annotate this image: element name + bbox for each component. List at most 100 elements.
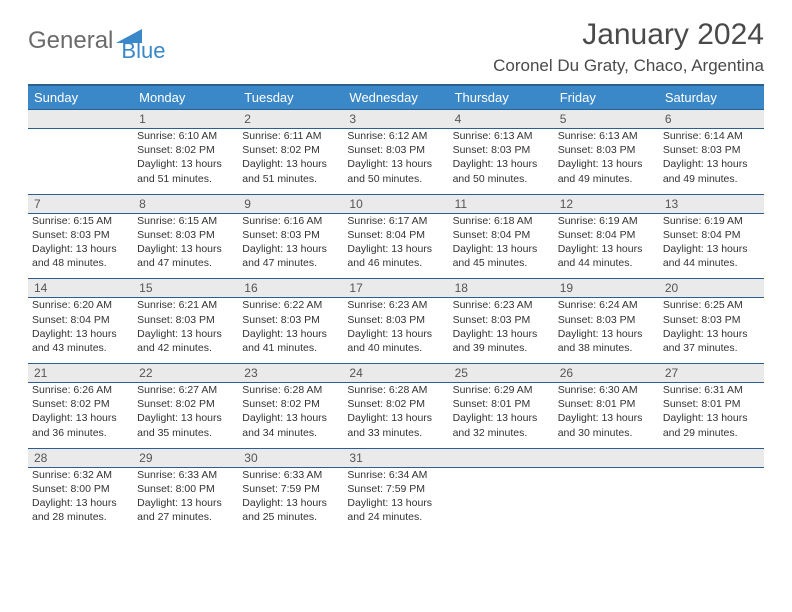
sunset-text: Sunset: 8:02 PM: [242, 143, 339, 157]
daylight-text: Daylight: 13 hours and 48 minutes.: [32, 242, 129, 270]
sunset-text: Sunset: 8:02 PM: [137, 143, 234, 157]
day-number-cell: [554, 448, 659, 467]
logo-word-1: General: [28, 27, 113, 55]
day-info-cell: Sunrise: 6:27 AMSunset: 8:02 PMDaylight:…: [133, 383, 238, 449]
sunset-text: Sunset: 8:03 PM: [558, 313, 655, 327]
sunrise-text: Sunrise: 6:22 AM: [242, 298, 339, 312]
day-info-cell: Sunrise: 6:13 AMSunset: 8:03 PMDaylight:…: [449, 129, 554, 195]
sunset-text: Sunset: 8:03 PM: [347, 143, 444, 157]
day-number-cell: 16: [238, 279, 343, 298]
day-number-cell: 22: [133, 364, 238, 383]
sunrise-text: Sunrise: 6:28 AM: [347, 383, 444, 397]
day-info-row: Sunrise: 6:20 AMSunset: 8:04 PMDaylight:…: [28, 298, 764, 364]
sunset-text: Sunset: 8:03 PM: [137, 228, 234, 242]
day-info-cell: Sunrise: 6:18 AMSunset: 8:04 PMDaylight:…: [449, 213, 554, 279]
day-number-cell: 21: [28, 364, 133, 383]
sunrise-text: Sunrise: 6:21 AM: [137, 298, 234, 312]
day-info-row: Sunrise: 6:10 AMSunset: 8:02 PMDaylight:…: [28, 129, 764, 195]
sunrise-text: Sunrise: 6:23 AM: [453, 298, 550, 312]
day-number-cell: 23: [238, 364, 343, 383]
day-number-cell: [449, 448, 554, 467]
sunrise-text: Sunrise: 6:13 AM: [558, 129, 655, 143]
daylight-text: Daylight: 13 hours and 29 minutes.: [663, 411, 760, 439]
weekday-header: Friday: [554, 85, 659, 110]
sunrise-text: Sunrise: 6:17 AM: [347, 214, 444, 228]
day-number-cell: 27: [659, 364, 764, 383]
calendar-header-row: SundayMondayTuesdayWednesdayThursdayFrid…: [28, 85, 764, 110]
weekday-header: Sunday: [28, 85, 133, 110]
weekday-header: Thursday: [449, 85, 554, 110]
weekday-header: Monday: [133, 85, 238, 110]
day-info-cell: Sunrise: 6:17 AMSunset: 8:04 PMDaylight:…: [343, 213, 448, 279]
day-info-row: Sunrise: 6:32 AMSunset: 8:00 PMDaylight:…: [28, 467, 764, 532]
weekday-header: Tuesday: [238, 85, 343, 110]
daylight-text: Daylight: 13 hours and 42 minutes.: [137, 327, 234, 355]
day-number-cell: 29: [133, 448, 238, 467]
day-info-cell: Sunrise: 6:15 AMSunset: 8:03 PMDaylight:…: [133, 213, 238, 279]
daylight-text: Daylight: 13 hours and 45 minutes.: [453, 242, 550, 270]
day-number-cell: 26: [554, 364, 659, 383]
sunrise-text: Sunrise: 6:19 AM: [558, 214, 655, 228]
logo: General Blue: [28, 18, 165, 64]
sunrise-text: Sunrise: 6:20 AM: [32, 298, 129, 312]
day-number-cell: 20: [659, 279, 764, 298]
day-info-cell: Sunrise: 6:14 AMSunset: 8:03 PMDaylight:…: [659, 129, 764, 195]
day-number-cell: 11: [449, 194, 554, 213]
day-number-cell: 18: [449, 279, 554, 298]
sunrise-text: Sunrise: 6:15 AM: [32, 214, 129, 228]
day-number-cell: 17: [343, 279, 448, 298]
daylight-text: Daylight: 13 hours and 37 minutes.: [663, 327, 760, 355]
sunset-text: Sunset: 8:03 PM: [32, 228, 129, 242]
daylight-text: Daylight: 13 hours and 47 minutes.: [137, 242, 234, 270]
sunset-text: Sunset: 8:01 PM: [453, 397, 550, 411]
location-text: Coronel Du Graty, Chaco, Argentina: [493, 56, 764, 76]
sunset-text: Sunset: 8:03 PM: [453, 143, 550, 157]
day-info-row: Sunrise: 6:26 AMSunset: 8:02 PM Daylight:…: [28, 383, 764, 449]
sunrise-text: Sunrise: 6:29 AM: [453, 383, 550, 397]
daylight-text: Daylight: 13 hours and 30 minutes.: [558, 411, 655, 439]
sunset-text: Sunset: 8:03 PM: [137, 313, 234, 327]
daylight-text: Daylight: 13 hours and 24 minutes.: [347, 496, 444, 524]
sunset-text: Sunset: 8:02 PM: [32, 397, 129, 411]
daylight-text: Daylight: 13 hours and 40 minutes.: [347, 327, 444, 355]
sunset-text: Sunset: 8:03 PM: [663, 313, 760, 327]
sunset-text: Sunset: 8:04 PM: [663, 228, 760, 242]
daylight-text: Daylight: 13 hours and 33 minutes.: [347, 411, 444, 439]
sunset-text: Sunset: 8:00 PM: [137, 482, 234, 496]
day-number-cell: 13: [659, 194, 764, 213]
day-info-cell: Sunrise: 6:22 AMSunset: 8:03 PMDaylight:…: [238, 298, 343, 364]
sunset-text: Sunset: 8:04 PM: [32, 313, 129, 327]
daylight-text: Daylight: 13 hours and 43 minutes.: [32, 327, 129, 355]
sunset-text: Sunset: 8:01 PM: [663, 397, 760, 411]
sunrise-text: Sunrise: 6:15 AM: [137, 214, 234, 228]
weekday-header: Saturday: [659, 85, 764, 110]
day-info-cell: Sunrise: 6:32 AMSunset: 8:00 PMDaylight:…: [28, 467, 133, 532]
daylight-text: Daylight: 13 hours and 28 minutes.: [32, 496, 129, 524]
sunrise-text: Sunrise: 6:27 AM: [137, 383, 234, 397]
day-info-cell: Sunrise: 6:31 AMSunset: 8:01 PMDaylight:…: [659, 383, 764, 449]
sunset-text: Sunset: 8:04 PM: [347, 228, 444, 242]
sunrise-text: Sunrise: 6:19 AM: [663, 214, 760, 228]
day-number-cell: 7: [28, 194, 133, 213]
sunrise-text: Sunrise: 6:26 AM: [32, 383, 129, 397]
day-info-cell: Sunrise: 6:33 AMSunset: 7:59 PMDaylight:…: [238, 467, 343, 532]
sunrise-text: Sunrise: 6:33 AM: [137, 468, 234, 482]
daylight-text: Daylight: 13 hours and 44 minutes.: [663, 242, 760, 270]
daylight-text: Daylight: 13 hours and 39 minutes.: [453, 327, 550, 355]
sunset-text: Sunset: 8:03 PM: [663, 143, 760, 157]
sunrise-text: Sunrise: 6:28 AM: [242, 383, 339, 397]
day-number-cell: 10: [343, 194, 448, 213]
day-info-cell: Sunrise: 6:23 AMSunset: 8:03 PMDaylight:…: [449, 298, 554, 364]
daylight-text: Daylight: 13 hours and 44 minutes.: [558, 242, 655, 270]
day-info-cell: Sunrise: 6:34 AMSunset: 7:59 PMDaylight:…: [343, 467, 448, 532]
day-number-cell: 15: [133, 279, 238, 298]
day-info-cell: Sunrise: 6:10 AMSunset: 8:02 PMDaylight:…: [133, 129, 238, 195]
daylight-text: Daylight: 13 hours and 46 minutes.: [347, 242, 444, 270]
day-number-cell: 2: [238, 110, 343, 129]
day-info-cell: Sunrise: 6:19 AMSunset: 8:04 PMDaylight:…: [554, 213, 659, 279]
day-number-cell: 6: [659, 110, 764, 129]
day-number-cell: 3: [343, 110, 448, 129]
daylight-text: Daylight: 13 hours and 38 minutes.: [558, 327, 655, 355]
page-header: General Blue January 2024 Coronel Du Gra…: [28, 18, 764, 76]
day-info-cell: Sunrise: 6:26 AMSunset: 8:02 PMDaylight:…: [28, 383, 133, 449]
